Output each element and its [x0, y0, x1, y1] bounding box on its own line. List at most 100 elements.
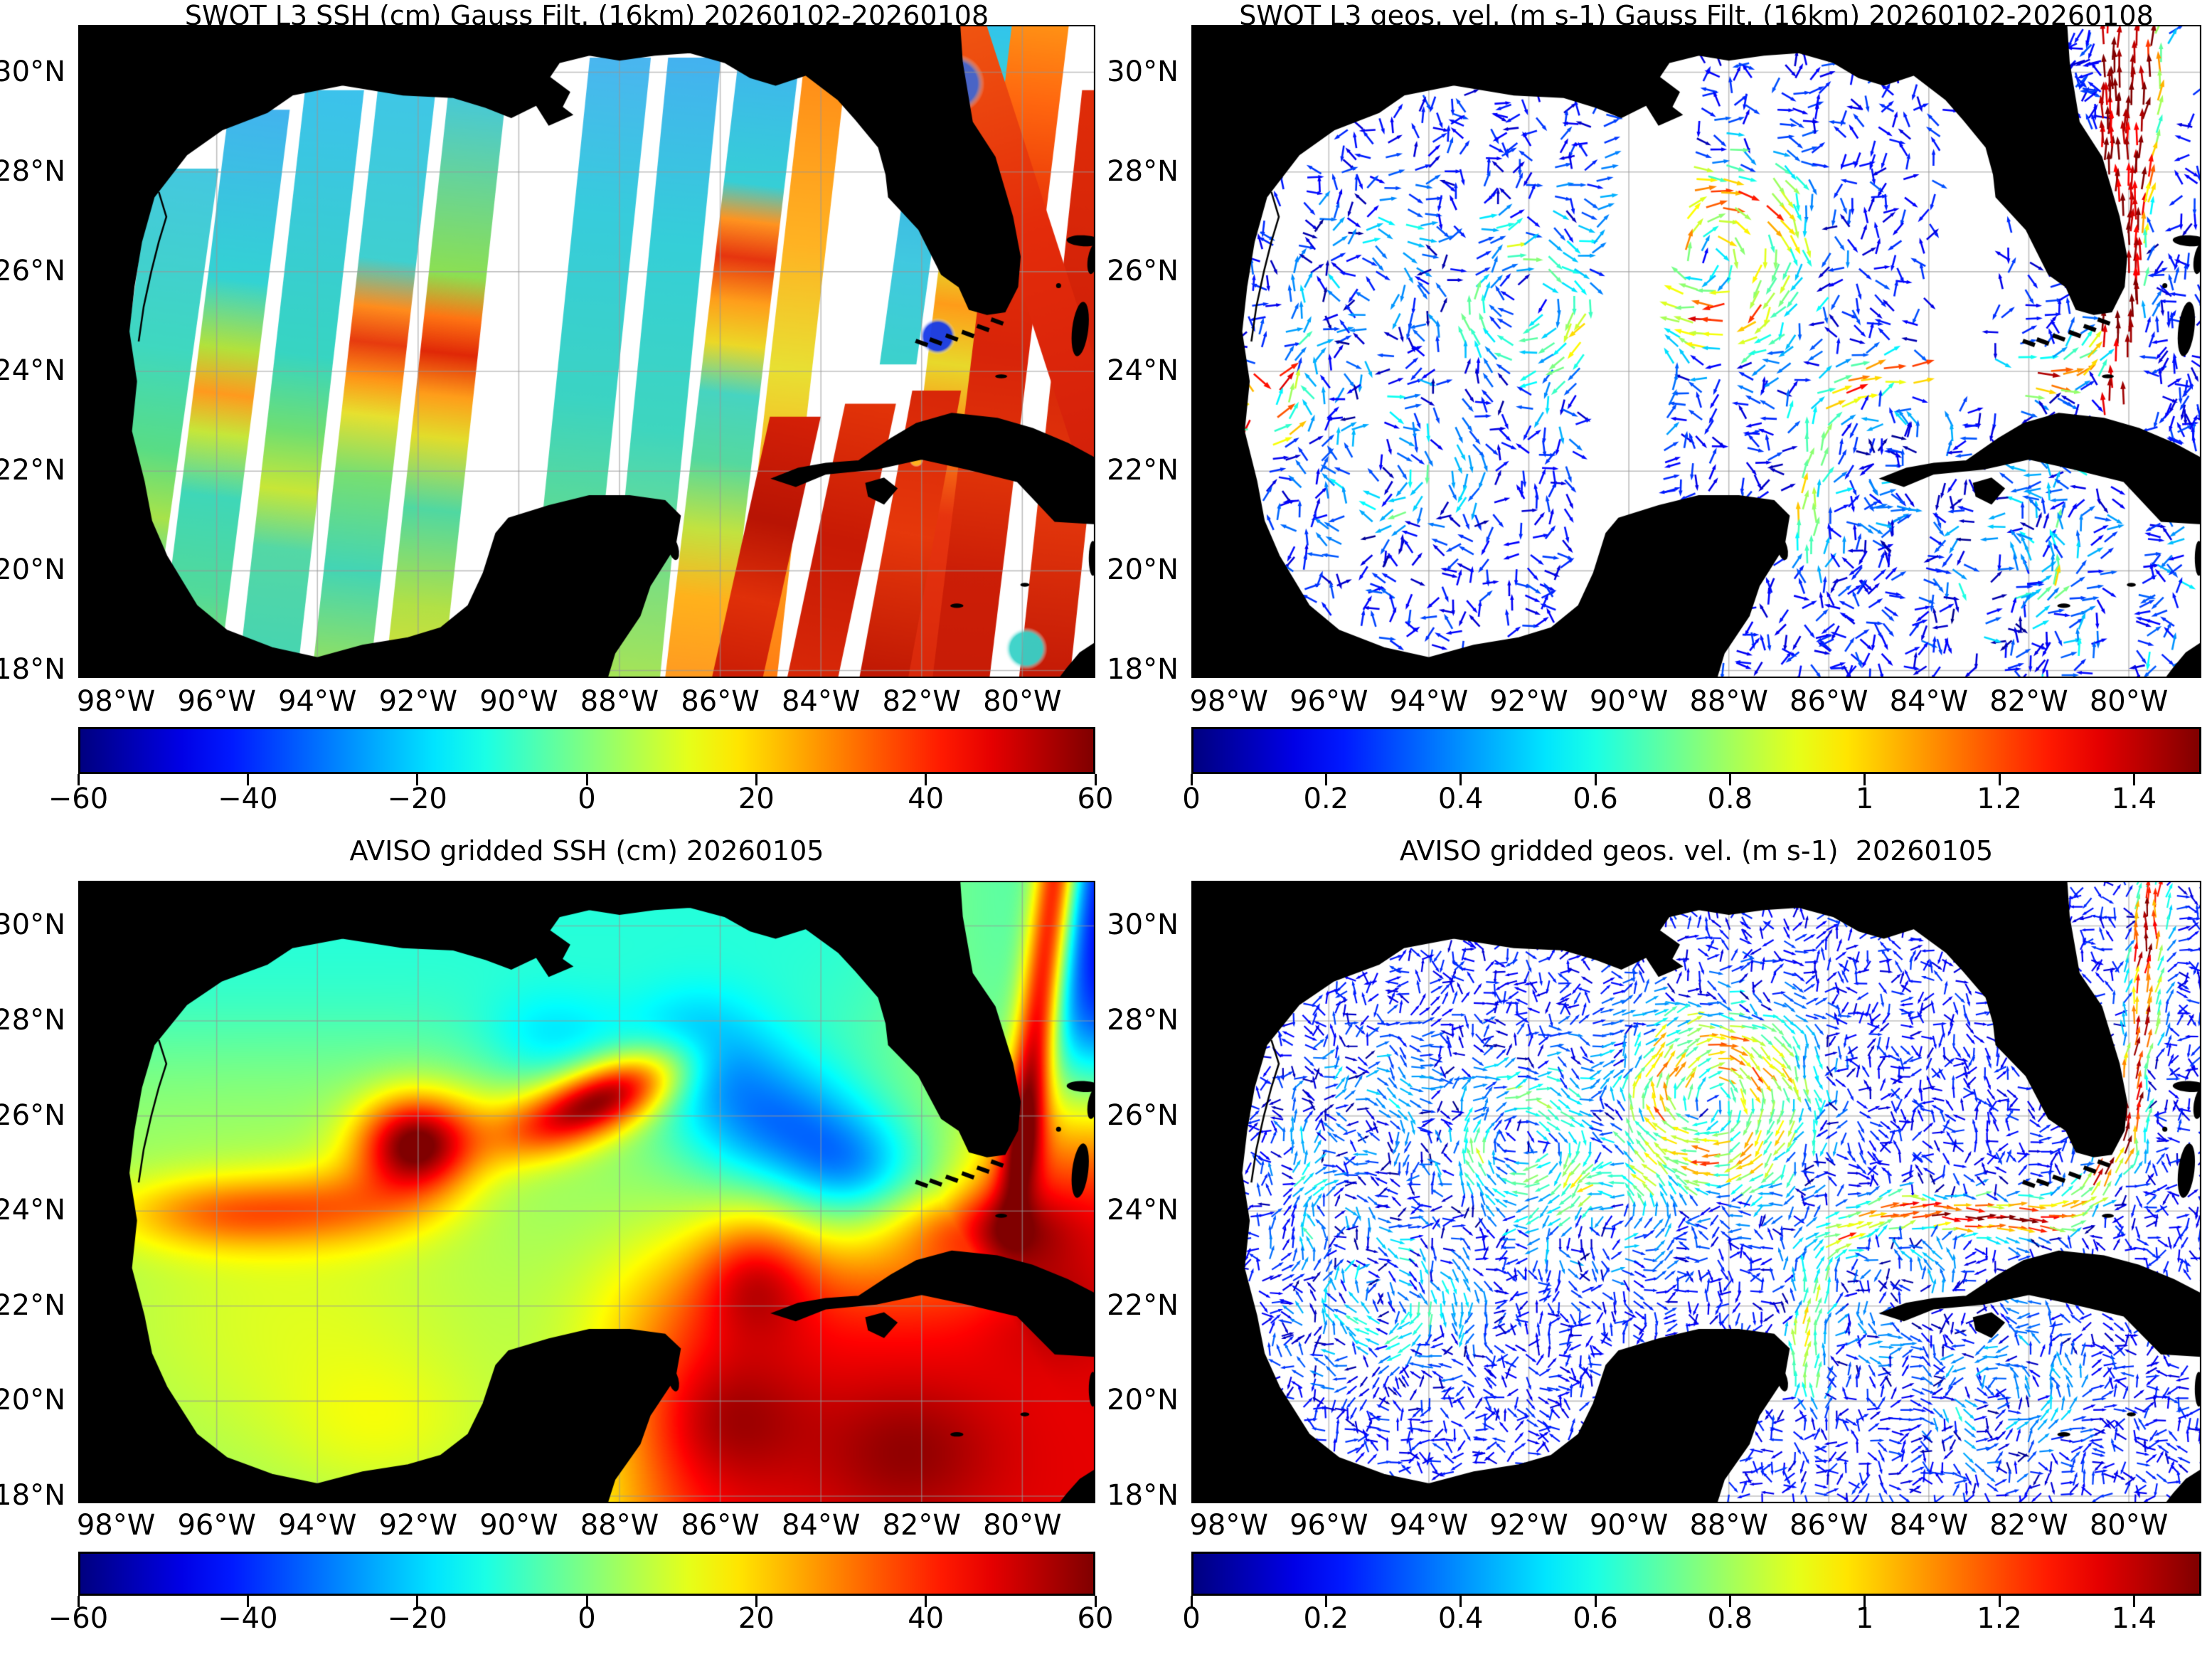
x-tick-label: 90°W [1589, 1509, 1669, 1542]
colorbar-tick-label: −20 [387, 1602, 447, 1635]
colorbar-tick-label: 1.2 [1977, 783, 2022, 815]
colorbar-swot-vel: 0 0.2 0.4 0.6 0.8 1 1.2 1.4 [1182, 727, 2201, 852]
y-tick-label: 26°N [1107, 254, 1179, 287]
y-tick-label: 28°N [1107, 1004, 1179, 1037]
colorbar-tick [1459, 774, 1462, 785]
colorbar-tick [1324, 1596, 1327, 1607]
colorbar-tick-label: 60 [1077, 1602, 1114, 1635]
y-tick-label: 24°N [1107, 354, 1179, 388]
colorbar-tick-label: 1.2 [1977, 1602, 2022, 1635]
colorbar-tick [1863, 1596, 1866, 1607]
colorbar-tick-label: 0.6 [1573, 1602, 1618, 1635]
y-tick-label: 30°N [1107, 908, 1179, 942]
x-tick-label: 92°W [378, 1509, 458, 1542]
x-tick-label: 92°W [1489, 1509, 1568, 1542]
colorbar-tick [925, 774, 927, 785]
x-tick-label: 82°W [882, 685, 961, 718]
colorbar-tick-label: −60 [48, 783, 109, 815]
x-tick-label: 80°W [2089, 1509, 2169, 1542]
y-tick-label: 22°N [1107, 1288, 1179, 1322]
x-tick-label: 94°W [1389, 685, 1469, 718]
colorbar-tick-label: 0.4 [1437, 1602, 1484, 1635]
x-tick-label: 90°W [479, 685, 558, 718]
x-tick-label: 88°W [580, 685, 659, 718]
colorbar-tick-label: 0.4 [1437, 783, 1484, 815]
colorbar-tick [1594, 1596, 1597, 1607]
colorbar-tick [1998, 1596, 2001, 1607]
colorbar-tick-label: 60 [1077, 783, 1114, 815]
colorbar-tick [585, 1596, 588, 1607]
x-tick-label: 98°W [76, 685, 156, 718]
x-tick-label: 86°W [1790, 1509, 1868, 1542]
x-tick-label: 86°W [681, 1509, 760, 1542]
colorbar-tick-label: −60 [48, 1602, 109, 1635]
colorbar-tick [1863, 774, 1866, 785]
colorbar-tick [246, 774, 249, 785]
x-tick-label: 94°W [278, 685, 357, 718]
colorbar-tick [416, 1596, 419, 1607]
colorbar-gradient [78, 1552, 1095, 1596]
colorbar-tick [585, 774, 588, 785]
y-tick-label: 26°N [0, 254, 65, 287]
colorbar-tick-label: 20 [738, 1602, 775, 1635]
x-tick-label: 82°W [882, 1509, 961, 1542]
y-tick-label: 22°N [0, 1288, 65, 1322]
x-tick-label: 80°W [2089, 685, 2169, 718]
swot-vel-map-canvas [1191, 25, 2201, 678]
x-tick-label: 82°W [1989, 685, 2068, 718]
y-tick-label: 18°N [0, 1478, 65, 1512]
x-tick-label: 82°W [1989, 1509, 2068, 1542]
x-tick-label: 88°W [1689, 685, 1768, 718]
x-tick-label: 84°W [781, 1509, 861, 1542]
y-tick-label: 26°N [1107, 1098, 1179, 1132]
x-tick-label: 90°W [1589, 685, 1669, 718]
colorbar-tick-label: 0.6 [1573, 783, 1618, 815]
y-tick-label: 28°N [1107, 154, 1179, 188]
x-tick-label: 98°W [1189, 685, 1268, 718]
y-tick-label: 26°N [0, 1098, 65, 1132]
colorbar-tick [1094, 774, 1097, 785]
x-tick-label: 98°W [1189, 1509, 1268, 1542]
colorbar-tick-label: −20 [387, 783, 447, 815]
y-tick-label: 24°N [1107, 1194, 1179, 1227]
colorbar-tick [925, 1596, 927, 1607]
x-tick-label: 96°W [177, 1509, 256, 1542]
x-tick-label: 84°W [1889, 685, 1969, 718]
colorbar-tick-label: 20 [738, 783, 775, 815]
y-tick-label: 18°N [1107, 1478, 1179, 1512]
y-tick-label: 18°N [1107, 653, 1179, 687]
colorbar-tick [246, 1596, 249, 1607]
y-tick-label: 20°N [1107, 1384, 1179, 1417]
y-tick-label: 20°N [0, 553, 65, 587]
y-tick-label: 30°N [1107, 55, 1179, 88]
x-tick-label: 96°W [1290, 685, 1368, 718]
colorbar-tick-label: 0 [578, 783, 596, 815]
colorbar-tick-label: 0 [1182, 1602, 1201, 1635]
colorbar-tick-label: −40 [218, 1602, 278, 1635]
colorbar-tick-label: 0.2 [1303, 783, 1349, 815]
x-tick-label: 98°W [76, 1509, 156, 1542]
y-tick-label: 20°N [0, 1384, 65, 1417]
colorbar-tick-label: 0.8 [1707, 783, 1753, 815]
aviso-vel-map-canvas [1191, 881, 2201, 1503]
colorbar-gradient [1191, 727, 2201, 774]
colorbar-gradient [1191, 1552, 2201, 1596]
colorbar-gradient [78, 727, 1095, 774]
y-tick-label: 22°N [0, 454, 65, 487]
colorbar-tick-label: 40 [908, 1602, 945, 1635]
x-tick-label: 86°W [1790, 685, 1868, 718]
y-tick-label: 24°N [0, 354, 65, 388]
panel-title-aviso-vel: AVISO gridded geos. vel. (m s-1) 2026010… [1399, 835, 1994, 867]
colorbar-tick [1728, 1596, 1731, 1607]
colorbar-tick-label: 0 [578, 1602, 596, 1635]
x-tick-label: 96°W [177, 685, 256, 718]
x-tick-label: 92°W [1489, 685, 1568, 718]
x-tick-label: 94°W [278, 1509, 357, 1542]
y-tick-label: 22°N [1107, 454, 1179, 487]
x-tick-label: 84°W [781, 685, 861, 718]
y-tick-label: 28°N [0, 154, 65, 188]
y-tick-label: 24°N [0, 1194, 65, 1227]
colorbar-tick [77, 774, 80, 785]
colorbar-tick [77, 1596, 80, 1607]
